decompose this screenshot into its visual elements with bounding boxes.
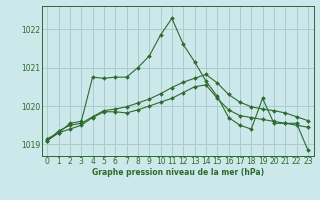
X-axis label: Graphe pression niveau de la mer (hPa): Graphe pression niveau de la mer (hPa): [92, 168, 264, 177]
